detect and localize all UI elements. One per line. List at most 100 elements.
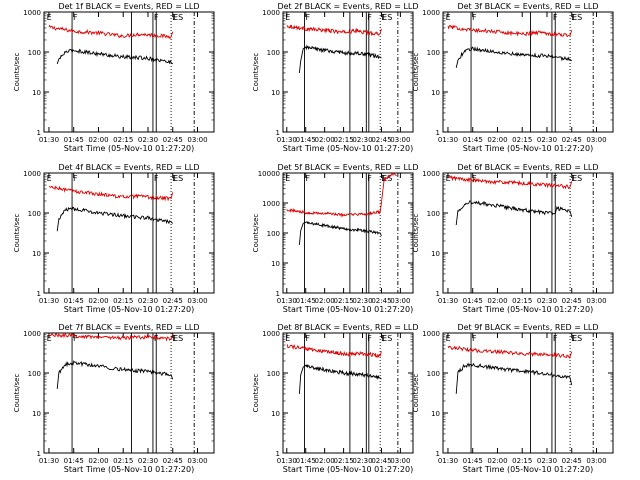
event-marker-label: ES [572, 334, 582, 343]
x-tick-label: 02:00 [487, 297, 507, 305]
y-tick-label: 1 [37, 290, 41, 298]
event-marker-label: F [553, 174, 558, 183]
plot-frame [43, 172, 215, 294]
event-marker-label: F [305, 174, 310, 183]
chart-panel: Det 9f BLACK = Events, RED = LLD 1 10 100 10… [412, 323, 614, 474]
x-tick-label: 01:45 [64, 297, 84, 305]
chart-panel: Det 6f BLACK = Events, RED = LLD 1 10 100 10… [412, 163, 614, 314]
event-marker-label: F [553, 334, 558, 343]
x-tick-label: 02:15 [333, 297, 353, 305]
event-marker-label: E [47, 174, 52, 183]
y-tick-label: 1 [436, 129, 440, 137]
x-tick-label: 01:45 [296, 297, 316, 305]
x-axis-label: Start Time (05-Nov-10 01:27:20) [463, 144, 593, 153]
y-tick-label: 100 [427, 210, 440, 218]
x-axis-label: Start Time (05-Nov-10 01:27:20) [463, 465, 593, 474]
x-tick-label: 02:30 [352, 457, 372, 465]
y-tick-label: 1000 [23, 330, 41, 338]
x-tick-label: 01:45 [463, 457, 483, 465]
x-tick-label: 02:00 [487, 457, 507, 465]
x-axis-label: Start Time (05-Nov-10 01:27:20) [463, 305, 593, 314]
y-tick-label: 1 [37, 129, 41, 137]
y-tick-label: 10 [32, 410, 41, 418]
chart-title: Det 4f BLACK = Events, RED = LLD [58, 163, 199, 172]
y-axis-label: Counts/sec [13, 214, 21, 253]
event-marker-label: F [73, 334, 78, 343]
x-axis-label: Start Time (05-Nov-10 01:27:20) [64, 305, 194, 314]
event-marker-label: E [571, 334, 576, 343]
y-tick-label: 1000 [422, 330, 440, 338]
event-marker-label: ES [173, 174, 183, 183]
event-marker-label: F [154, 13, 159, 22]
y-tick-label: 10000 [258, 170, 280, 178]
y-tick-label: 1 [276, 450, 280, 458]
event-marker-label: E [47, 13, 52, 22]
x-tick-label: 02:45 [562, 136, 582, 144]
lld-series-line [447, 175, 573, 190]
y-tick-label: 10 [431, 89, 440, 97]
event-marker-label: E [446, 174, 451, 183]
y-tick-label: 1 [276, 290, 280, 298]
event-marker-label: E [172, 13, 177, 22]
x-tick-label: 03:00 [586, 457, 606, 465]
y-tick-label: 10 [32, 89, 41, 97]
x-tick-label: 02:00 [88, 457, 108, 465]
x-tick-label: 03:00 [187, 297, 207, 305]
plot-frame [442, 11, 614, 133]
x-tick-label: 02:15 [512, 136, 532, 144]
chart-panel: Det 4f BLACK = Events, RED = LLD 1 10 100 10… [13, 163, 215, 314]
y-tick-label: 1 [37, 450, 41, 458]
x-tick-label: 02:00 [315, 457, 335, 465]
x-tick-label: 02:15 [113, 136, 133, 144]
chart-panel: Det 8f BLACK = Events, RED = LLD 1 10 100 10… [252, 323, 419, 474]
y-tick-label: 1000 [262, 9, 280, 17]
plot-frame [282, 332, 414, 454]
y-tick-label: 1000 [23, 9, 41, 17]
event-marker-label: F [367, 174, 372, 183]
events-series-line [56, 48, 174, 65]
x-tick-label: 02:15 [512, 297, 532, 305]
x-tick-label: 01:30 [39, 297, 59, 305]
y-tick-label: 100 [427, 49, 440, 57]
y-tick-label: 1 [276, 129, 280, 137]
x-tick-label: 01:30 [39, 457, 59, 465]
x-tick-label: 02:30 [537, 297, 557, 305]
y-axis-label: Counts/sec [252, 374, 260, 413]
x-tick-label: 02:30 [138, 136, 158, 144]
y-axis-label: Counts/sec [13, 374, 21, 413]
x-tick-label: 02:00 [315, 136, 335, 144]
x-tick-label: 03:00 [586, 297, 606, 305]
chart-title: Det 5f BLACK = Events, RED = LLD [277, 163, 418, 172]
x-tick-label: 03:00 [390, 457, 410, 465]
event-marker-label: F [305, 334, 310, 343]
x-tick-label: 02:15 [113, 297, 133, 305]
y-tick-label: 10 [32, 250, 41, 258]
events-series-line [298, 221, 382, 245]
event-marker-label: F [154, 174, 159, 183]
x-tick-label: 02:00 [487, 136, 507, 144]
event-marker-label: F [472, 334, 477, 343]
event-marker-label: F [553, 13, 558, 22]
event-marker-label: ES [572, 13, 582, 22]
y-tick-label: 1000 [262, 330, 280, 338]
y-tick-label: 100 [28, 370, 41, 378]
x-tick-label: 02:00 [88, 297, 108, 305]
event-marker-label: E [285, 174, 290, 183]
x-tick-label: 02:45 [163, 297, 183, 305]
event-marker-label: ES [382, 13, 392, 22]
x-tick-label: 01:45 [64, 457, 84, 465]
chart-title: Det 3f BLACK = Events, RED = LLD [457, 2, 598, 11]
event-marker-label: ES [173, 334, 183, 343]
x-tick-label: 01:45 [64, 136, 84, 144]
event-marker-label: E [381, 174, 386, 183]
plot-frame [442, 332, 614, 454]
x-tick-label: 02:00 [88, 136, 108, 144]
y-tick-label: 10 [431, 250, 440, 258]
y-axis-label: Counts/sec [412, 214, 420, 253]
events-series-line [298, 44, 382, 73]
event-marker-label: ES [572, 174, 582, 183]
x-tick-label: 02:45 [163, 457, 183, 465]
y-axis-label: Counts/sec [412, 374, 420, 413]
event-marker-label: F [154, 334, 159, 343]
chart-panel: Det 3f BLACK = Events, RED = LLD 1 10 100 10… [412, 2, 614, 153]
